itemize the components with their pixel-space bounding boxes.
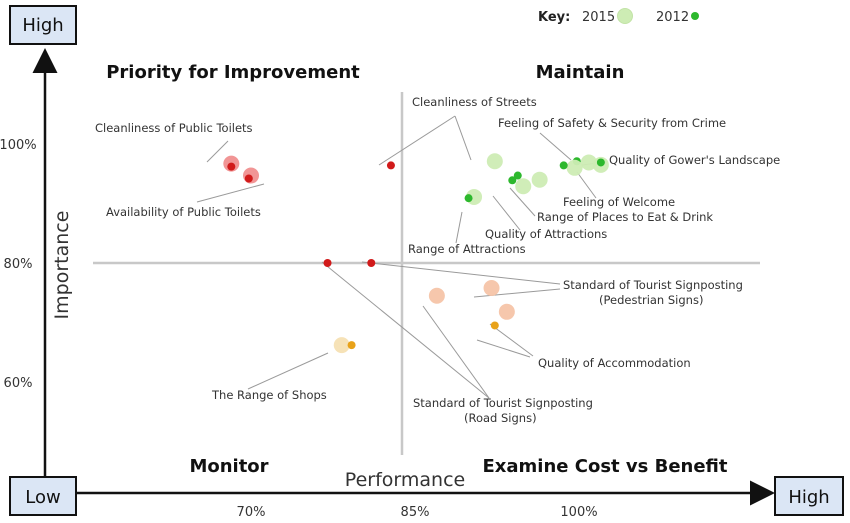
point-2012 xyxy=(323,259,332,267)
point-2015 xyxy=(428,287,445,304)
data-points xyxy=(223,153,609,354)
leader-line xyxy=(321,261,490,399)
key-title: Key: xyxy=(538,10,570,25)
point-label: Standard of Tourist Signposting xyxy=(413,396,593,410)
y-tick-label: 80% xyxy=(4,257,33,272)
key-item-2015-marker xyxy=(617,8,633,24)
point-2015 xyxy=(580,154,597,171)
y-tick-labels: 100% 80% 60% xyxy=(0,138,37,391)
point-2012 xyxy=(464,194,473,203)
point-label: Quality of Gower's Landscape xyxy=(609,153,780,167)
quadrant-title-maintain: Maintain xyxy=(536,62,625,83)
point-2015 xyxy=(498,303,515,320)
point-2012 xyxy=(513,171,522,180)
point-label: Feeling of Welcome xyxy=(563,195,675,209)
leader-line xyxy=(422,305,490,399)
leader-line xyxy=(473,288,561,298)
leader-line xyxy=(476,339,531,358)
point-2015 xyxy=(515,178,532,195)
point-2015 xyxy=(531,171,548,188)
point-labels: Cleanliness of Public Toilets Availabilit… xyxy=(95,95,780,425)
y-axis-title: Importance xyxy=(51,211,73,320)
y-tick-label: 60% xyxy=(4,376,33,391)
point-2012 xyxy=(244,174,253,183)
y-axis-high-label: High xyxy=(22,15,63,36)
point-label: The Range of Shops xyxy=(211,388,327,402)
quadrant-title-monitor: Monitor xyxy=(189,456,268,477)
point-label: Range of Attractions xyxy=(408,242,526,256)
point-label: Cleanliness of Streets xyxy=(412,95,537,109)
leader-lines xyxy=(196,115,607,399)
key-item-2012-label: 2012 xyxy=(656,10,689,25)
x-tick-label: 100% xyxy=(560,505,597,520)
x-tick-label: 85% xyxy=(401,505,430,520)
leader-line xyxy=(196,183,265,203)
point-label: Standard of Tourist Signposting xyxy=(563,278,743,292)
y-axis-high-box: High xyxy=(9,5,77,45)
point-label: Quality of Attractions xyxy=(485,227,607,241)
leader-line xyxy=(378,115,456,166)
x-axis-title: Performance xyxy=(345,469,465,491)
point-2015 xyxy=(566,159,583,176)
point-label: Availability of Public Toilets xyxy=(106,205,261,219)
point-2012 xyxy=(347,341,356,350)
leader-line xyxy=(489,323,534,357)
point-label: Quality of Accommodation xyxy=(538,356,691,370)
point-2012 xyxy=(386,161,395,170)
point-label: Feeling of Safety & Security from Crime xyxy=(498,116,726,130)
leader-line xyxy=(455,211,463,244)
x-axis-high-label: High xyxy=(788,487,829,508)
point-2015 xyxy=(486,153,503,170)
x-tick-labels: 70% 85% 100% xyxy=(237,505,598,520)
leader-line xyxy=(576,171,597,199)
key-item-2015-label: 2015 xyxy=(582,10,615,25)
point-2012 xyxy=(596,158,605,167)
x-axis-low-box: Low xyxy=(9,476,77,516)
leader-line xyxy=(206,140,229,163)
quadrant-title-examine: Examine Cost vs Benefit xyxy=(482,456,727,477)
x-tick-label: 70% xyxy=(237,505,266,520)
point-2012 xyxy=(227,162,236,171)
leader-line xyxy=(247,352,329,390)
point-label: Cleanliness of Public Toilets xyxy=(95,121,253,135)
leader-line xyxy=(509,187,536,217)
point-2012 xyxy=(559,161,568,170)
leader-line xyxy=(539,132,572,161)
point-2012 xyxy=(490,321,499,330)
point-2012 xyxy=(367,259,376,267)
x-axis-high-box: High xyxy=(774,476,844,516)
point-2012 xyxy=(508,176,517,185)
x-axis-low-label: Low xyxy=(25,487,60,508)
leader-line xyxy=(492,195,521,231)
point-2015 xyxy=(333,337,350,354)
y-tick-label: 100% xyxy=(0,138,37,153)
point-label: (Road Signs) xyxy=(464,411,537,425)
leader-line xyxy=(454,115,472,161)
point-2015 xyxy=(483,279,500,296)
point-label: (Pedestrian Signs) xyxy=(599,293,703,307)
key-legend: Key: 2015 2012 xyxy=(538,8,699,25)
key-item-2012-marker xyxy=(691,12,699,20)
point-label: Range of Places to Eat & Drink xyxy=(537,210,713,224)
quadrant-title-priority: Priority for Improvement xyxy=(106,62,360,83)
leader-line xyxy=(361,261,561,285)
